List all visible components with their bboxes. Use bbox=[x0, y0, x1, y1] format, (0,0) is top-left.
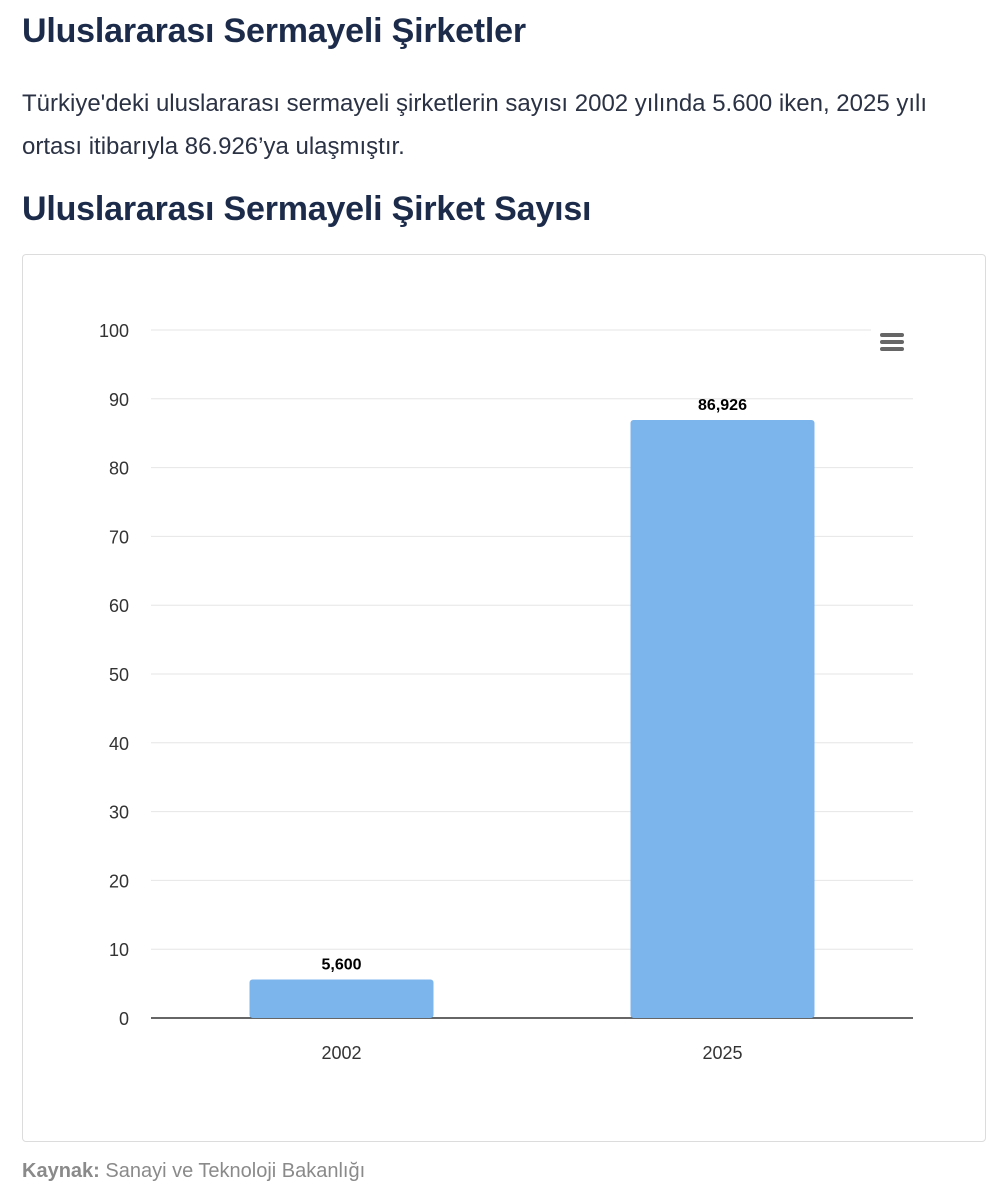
y-tick-label: 90 bbox=[109, 390, 129, 410]
bar-chart: 0 10 20 30 40 50 60 70 80 90 100 5,600 2002 86,926 202… bbox=[99, 321, 913, 1063]
y-tick-label: 10 bbox=[109, 940, 129, 960]
bar-2025 bbox=[630, 419, 815, 1019]
chart-heading: Uluslararası Sermayeli Şirket Sayısı bbox=[22, 190, 592, 228]
bar-2002 bbox=[249, 979, 434, 1018]
y-tick-label: 20 bbox=[109, 871, 129, 891]
y-tick-label: 0 bbox=[119, 1009, 129, 1029]
y-tick-label: 40 bbox=[109, 734, 129, 754]
y-tick-label: 60 bbox=[109, 596, 129, 616]
y-tick-label: 30 bbox=[109, 803, 129, 823]
source-label: Kaynak: bbox=[22, 1160, 100, 1182]
intro-paragraph: Türkiye'deki uluslararası sermayeli şirk… bbox=[22, 90, 928, 160]
source-text: Sanayi ve Teknoloji Bakanlığı bbox=[105, 1160, 366, 1182]
hamburger-menu-icon bbox=[880, 333, 904, 337]
y-tick-label: 100 bbox=[99, 321, 129, 341]
x-tick-label: 2025 bbox=[702, 1043, 742, 1063]
data-label-2002: 5,600 bbox=[321, 956, 361, 973]
x-tick-label: 2002 bbox=[321, 1043, 361, 1063]
y-tick-label: 50 bbox=[109, 665, 129, 685]
chart-menu-button[interactable] bbox=[877, 329, 907, 357]
y-tick-label: 80 bbox=[109, 459, 129, 479]
hamburger-menu-icon-bar bbox=[880, 340, 904, 344]
source-note: Kaynak: Sanayi ve Teknoloji Bakanlığı bbox=[22, 1160, 365, 1183]
chart-card: 0 10 20 30 40 50 60 70 80 90 100 5,600 2002 86,926 202… bbox=[22, 254, 986, 1142]
hamburger-menu-icon-bar bbox=[880, 347, 904, 351]
data-label-2025: 86,926 bbox=[698, 397, 747, 414]
y-tick-label: 70 bbox=[109, 527, 129, 547]
page-title: Uluslararası Sermayeli Şirketler bbox=[22, 12, 526, 50]
